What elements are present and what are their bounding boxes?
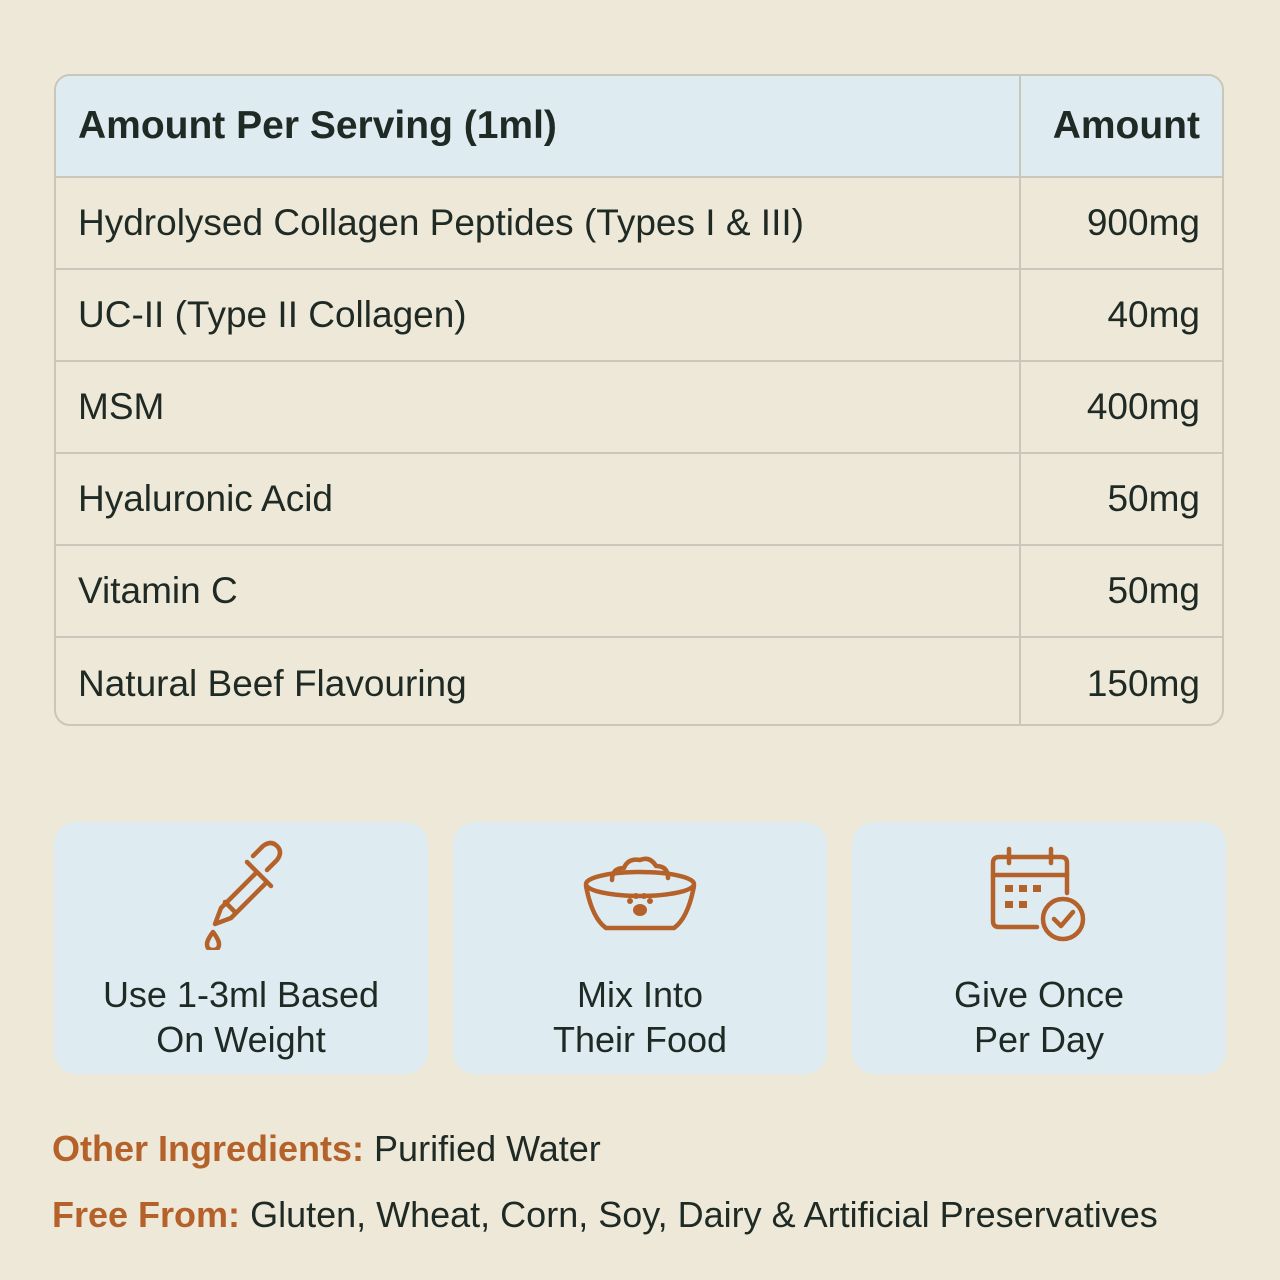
ingredient-name: MSM <box>56 362 1021 452</box>
dropper-icon <box>181 840 301 950</box>
ingredient-amount: 50mg <box>1107 570 1200 611</box>
card-text: Mix Into Their Food <box>553 972 727 1062</box>
card-text: Give Once Per Day <box>954 972 1124 1062</box>
food-bowl-icon <box>580 840 700 950</box>
header-amount-cell: Amount <box>1052 104 1200 147</box>
other-ingredients-line: Other Ingredients: Purified Water <box>52 1128 1252 1170</box>
table-row: Hyaluronic Acid 50mg <box>56 454 1222 546</box>
usage-card-dosage: Use 1-3ml Based On Weight <box>54 822 428 1074</box>
ingredient-name: Hydrolysed Collagen Peptides (Types I & … <box>56 178 1021 268</box>
table-header-row: Amount Per Serving (1ml) Amount <box>56 76 1222 178</box>
card-line: Use 1-3ml Based <box>102 974 380 1015</box>
ingredient-name: Vitamin C <box>56 546 1021 636</box>
usage-card-mix: Mix Into Their Food <box>453 822 827 1074</box>
other-ingredients-label: Other Ingredients: <box>52 1128 365 1169</box>
table-row: UC-II (Type II Collagen) 40mg <box>56 270 1222 362</box>
calendar-check-icon <box>979 840 1099 950</box>
nutrition-table: Amount Per Serving (1ml) Amount Hydrolys… <box>54 74 1224 726</box>
card-line: Their Food <box>552 1019 728 1060</box>
card-line: On Weight <box>156 1019 326 1060</box>
other-ingredients-value: Purified Water <box>374 1128 601 1169</box>
ingredient-amount: 50mg <box>1107 478 1200 519</box>
card-line: Give Once <box>953 974 1125 1015</box>
free-from-label: Free From: <box>52 1194 241 1235</box>
ingredient-amount: 40mg <box>1107 294 1200 335</box>
table-row: MSM 400mg <box>56 362 1222 454</box>
usage-card-frequency: Give Once Per Day <box>852 822 1226 1074</box>
header-name-cell: Amount Per Serving (1ml) <box>56 76 1021 176</box>
ingredient-amount: 150mg <box>1086 663 1200 704</box>
ingredient-amount: 400mg <box>1086 386 1200 427</box>
free-from-value: Gluten, Wheat, Corn, Soy, Dairy & Artifi… <box>250 1194 1158 1235</box>
table-row: Natural Beef Flavouring 150mg <box>56 638 1222 724</box>
ingredient-name: UC-II (Type II Collagen) <box>56 270 1021 360</box>
free-from-line: Free From: Gluten, Wheat, Corn, Soy, Dai… <box>52 1194 1252 1236</box>
card-line: Per Day <box>973 1019 1105 1060</box>
card-text: Use 1-3ml Based On Weight <box>103 972 379 1062</box>
ingredient-name: Natural Beef Flavouring <box>56 638 1021 724</box>
ingredient-name: Hyaluronic Acid <box>56 454 1021 544</box>
usage-cards: Use 1-3ml Based On Weight Mix Into Their <box>54 822 1226 1074</box>
table-row: Hydrolysed Collagen Peptides (Types I & … <box>56 178 1222 270</box>
table-row: Vitamin C 50mg <box>56 546 1222 638</box>
card-line: Mix Into <box>576 974 704 1015</box>
ingredient-amount: 900mg <box>1086 202 1200 243</box>
